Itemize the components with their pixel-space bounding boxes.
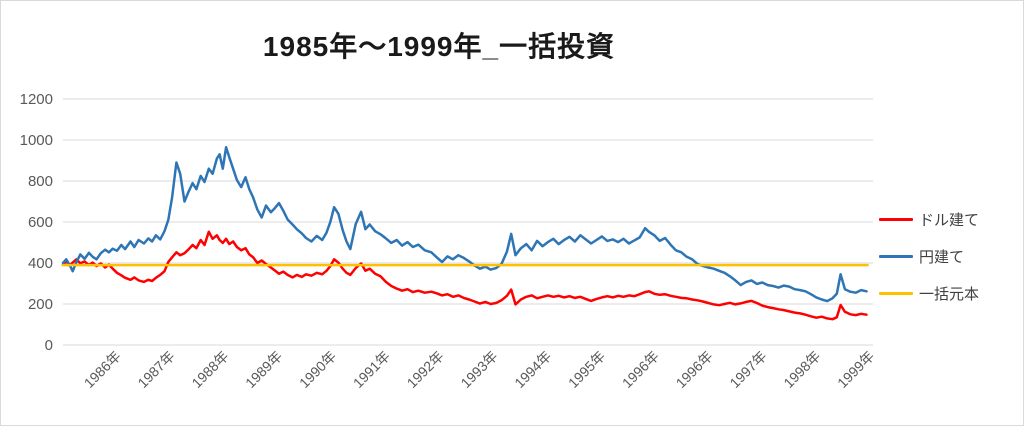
x-axis-tick-label: 1996年: [619, 348, 662, 391]
y-axis-tick-label: 1200: [20, 91, 53, 108]
series-line-yen: [61, 145, 868, 303]
y-axis-tick-label: 1000: [20, 132, 53, 149]
x-axis-tick-label: 1988年: [188, 348, 231, 391]
y-axis-tick-label: 400: [28, 255, 53, 272]
y-axis-tick-label: 800: [28, 173, 53, 190]
legend-label-yen: 円建て: [919, 248, 965, 266]
y-axis-tick-label: 0: [45, 337, 53, 354]
legend-item-principal: 一括元本: [879, 281, 979, 305]
x-axis-tick-label: 1991年: [350, 348, 393, 391]
legend-line-swatch-yen: [879, 254, 913, 258]
legend-line-swatch-principal: [879, 291, 913, 295]
y-axis-tick-label: 200: [28, 296, 53, 313]
x-axis-tick-label: 1986年: [81, 348, 124, 391]
x-axis-tick-label: 1998年: [780, 348, 823, 391]
x-axis-tick-label: 1990年: [296, 348, 339, 391]
legend-label-principal: 一括元本: [919, 285, 980, 303]
x-axis-tick-label: 1989年: [242, 348, 285, 391]
legend-item-dollar: ドル建て: [879, 207, 979, 231]
x-axis-tick-label: 1996年: [673, 348, 716, 391]
x-axis-tick-label: 1992年: [404, 348, 447, 391]
x-axis-tick-label: 1995年: [565, 348, 608, 391]
y-axis-tick-label: 600: [28, 214, 53, 231]
legend-item-yen: 円建て: [879, 244, 979, 268]
x-axis-tick-label: 1999年: [834, 348, 877, 391]
legend-line-swatch-dollar: [879, 217, 913, 221]
x-axis-tick-label: 1993年: [457, 348, 500, 391]
legend-label-dollar: ドル建て: [919, 211, 980, 229]
x-axis-tick-label: 1987年: [134, 348, 177, 391]
x-axis-tick-label: 1997年: [726, 348, 769, 391]
legend: ドル建て 円建て 一括元本: [879, 207, 979, 305]
chart-title: 1985年～1999年_一括投資: [262, 31, 616, 62]
series-line-dollar: [61, 230, 868, 321]
x-axis-tick-label: 1994年: [511, 348, 554, 391]
